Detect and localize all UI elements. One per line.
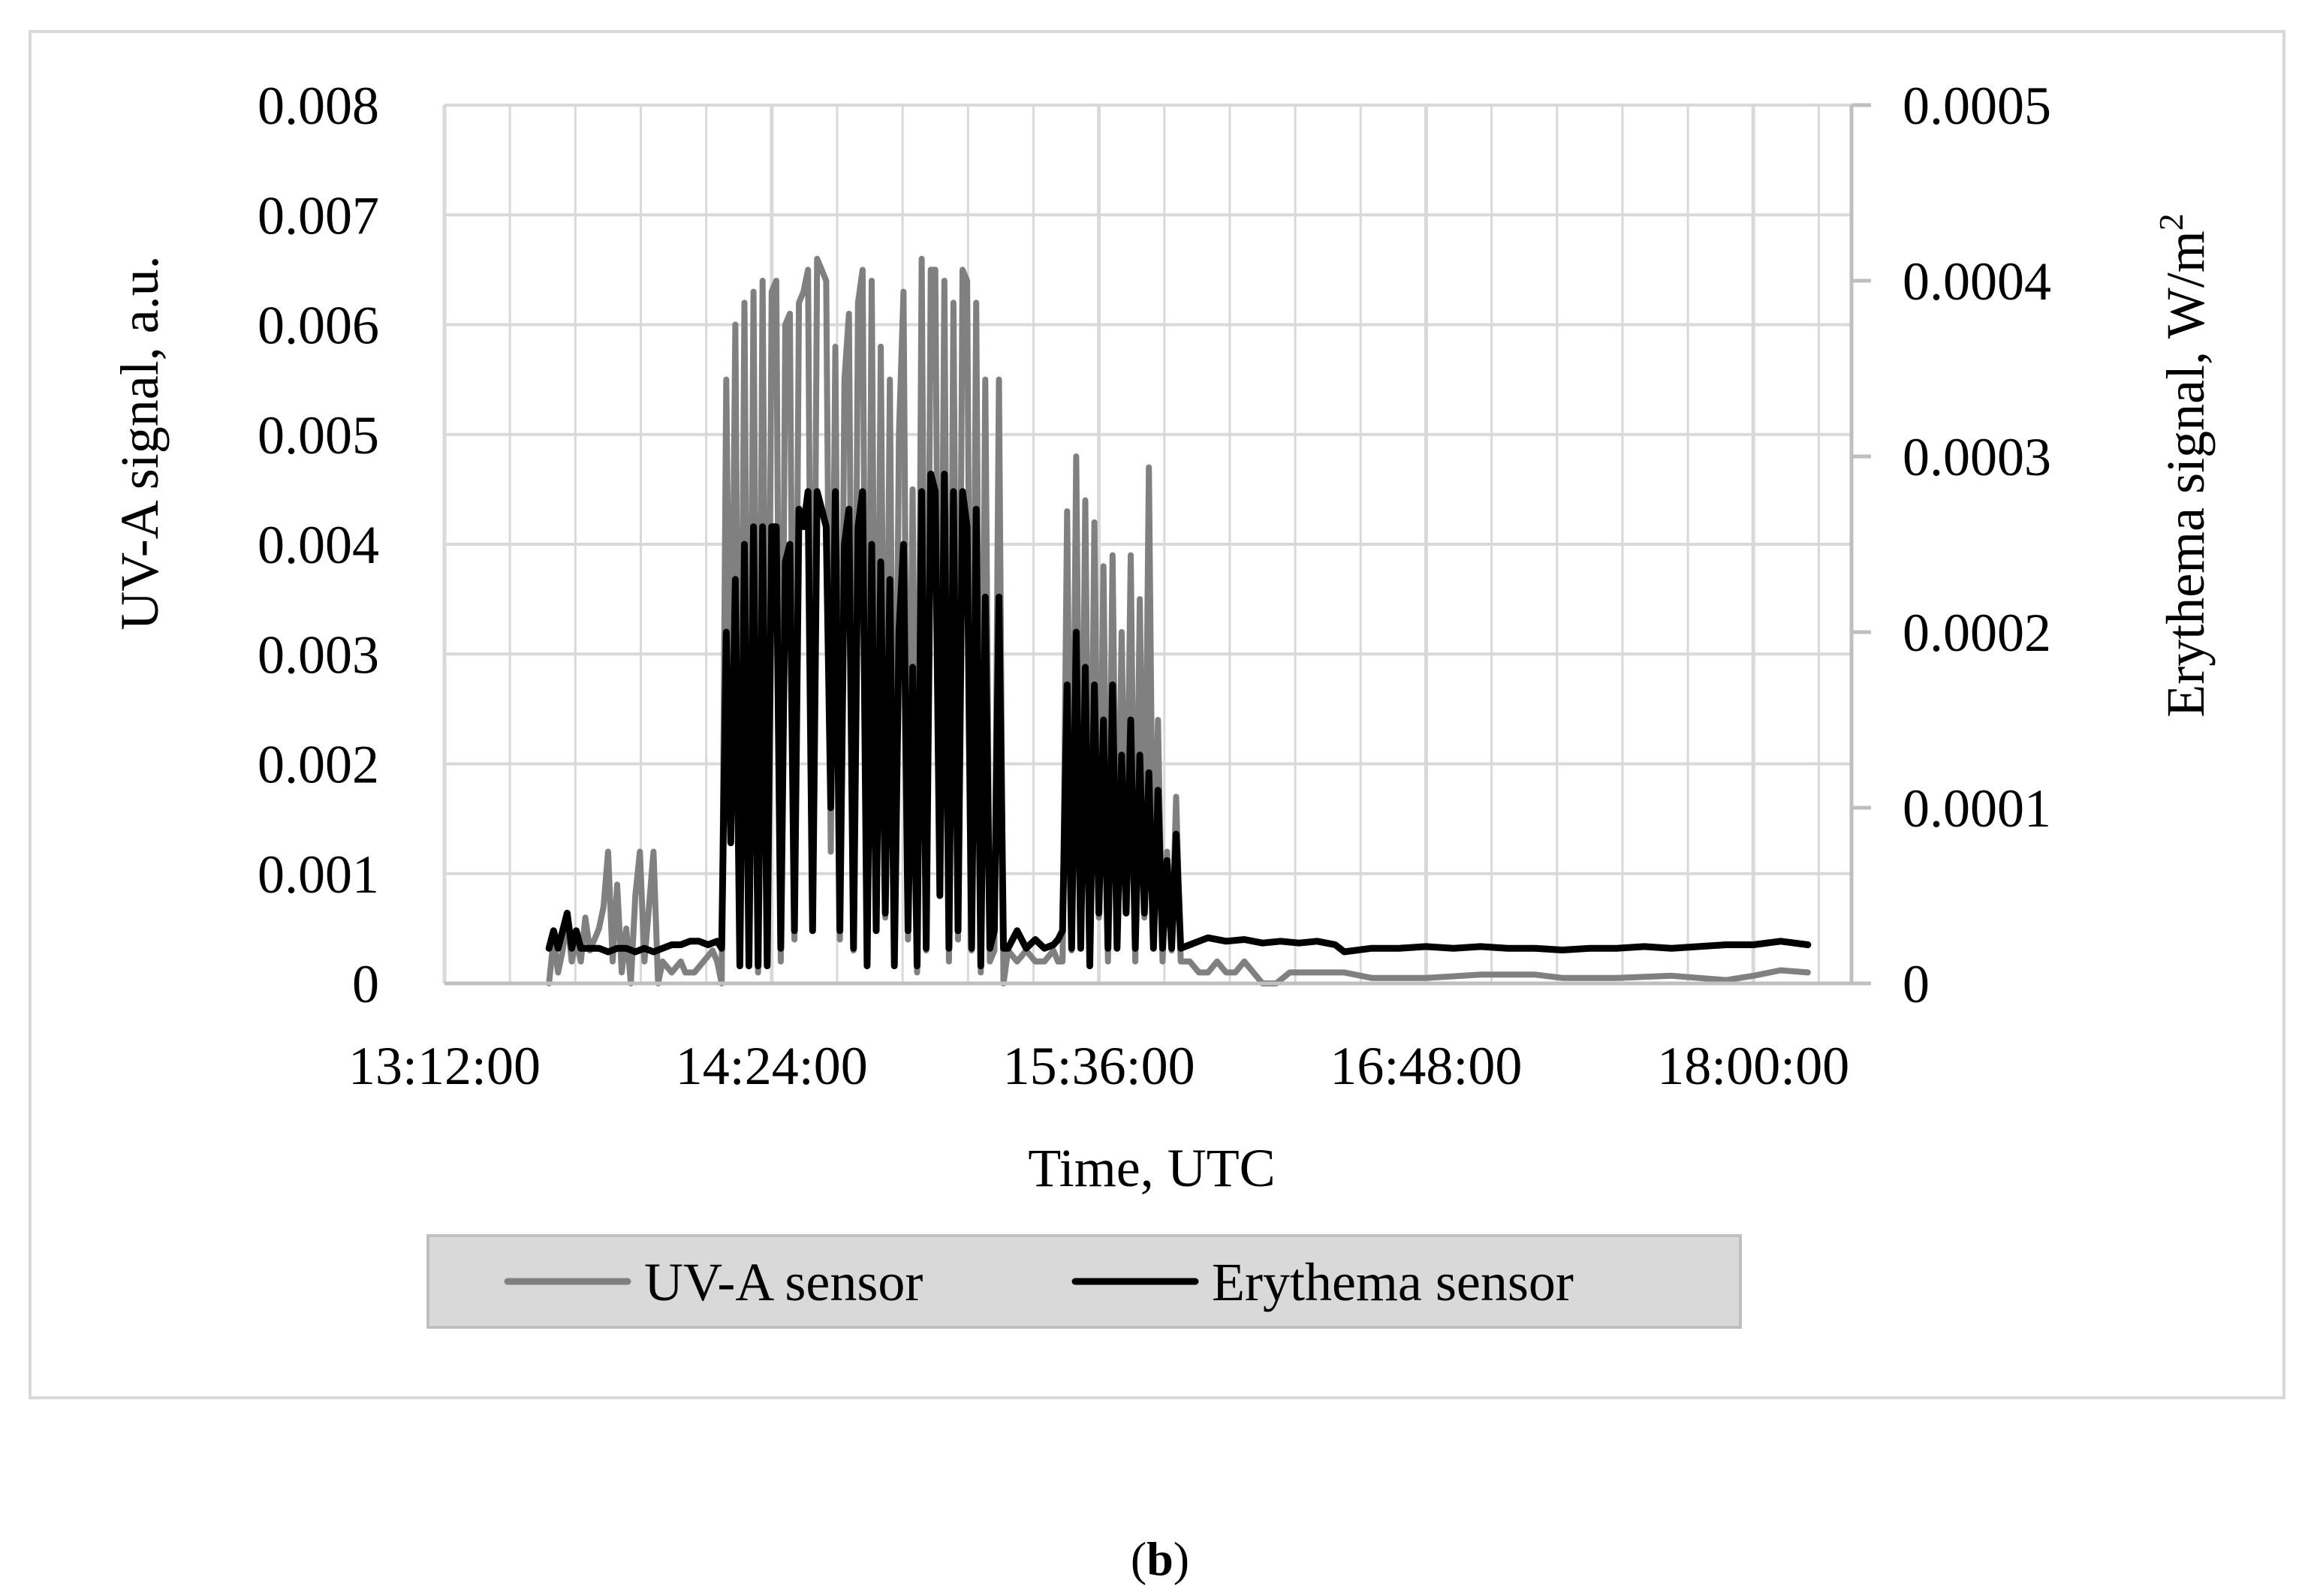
y-axis-right-tick-label: 0.0002 <box>1903 603 2051 663</box>
x-axis-ticks: 13:12:00 14:24:00 15:36:00 16:48:00 18:00:00 <box>348 1036 1849 1096</box>
y-axis-left-tick-label: 0.002 <box>258 735 379 795</box>
y-axis-right-tick-label: 0.0003 <box>1903 427 2051 487</box>
y-axis-left-tick-label: 0.007 <box>258 185 379 245</box>
x-axis-tick-label: 16:48:00 <box>1330 1036 1522 1096</box>
legend: UV-A sensor Erythema sensor <box>426 1234 1742 1329</box>
y-axis-left-tick-label: 0.005 <box>258 405 379 465</box>
chart-frame <box>29 30 2285 1399</box>
y-axis-left-tick-label: 0.003 <box>258 625 379 685</box>
y-axis-left-tick-label: 0.008 <box>258 76 379 136</box>
x-axis-title: Time, UTC <box>1028 1138 1275 1198</box>
y-axis-left-title: UV-A signal, a.u. <box>110 255 170 630</box>
y-axis-left-tick-label: 0.001 <box>258 845 379 905</box>
x-axis-tick-label: 13:12:00 <box>348 1036 541 1096</box>
legend-label-uva: UV-A sensor <box>644 1252 923 1312</box>
y-axis-right-title: Erythema signal, W/m2 <box>2152 213 2216 718</box>
y-axis-right-tick-label: 0.0001 <box>1903 778 2051 839</box>
y-axis-left-tick-label: 0 <box>352 954 379 1014</box>
x-axis-tick-label: 18:00:00 <box>1657 1036 1849 1096</box>
y-axis-right-title-sup: 2 <box>2152 213 2190 230</box>
x-axis-tick-label: 14:24:00 <box>676 1036 868 1096</box>
series-line-erythema <box>545 470 1812 970</box>
caption-close: ) <box>1173 1532 1190 1585</box>
y-axis-right-ticks: 0 0.0001 0.0002 0.0003 0.0004 0.0005 <box>1903 76 2051 1014</box>
y-axis-right-tick-label: 0.0005 <box>1903 76 2051 136</box>
series-layer <box>545 255 1812 986</box>
y-axis-right-title-main: Erythema signal, W/m <box>2156 230 2216 718</box>
legend-label-erythema: Erythema sensor <box>1212 1252 1574 1312</box>
caption-letter: b <box>1146 1532 1174 1585</box>
y-axis-left-tick-label: 0.006 <box>258 296 379 356</box>
y-axis-left-tick-label: 0.004 <box>258 515 379 575</box>
x-axis-tick-label: 15:36:00 <box>1003 1036 1195 1096</box>
y-axis-right-tick-label: 0 <box>1903 954 1930 1014</box>
figure-caption: (b) <box>0 1531 2320 1587</box>
caption-open: ( <box>1130 1532 1147 1585</box>
y-axis-left-ticks: 0 0.001 0.002 0.003 0.004 0.005 0.006 0.007 0.00… <box>258 76 379 1014</box>
axes <box>442 103 1871 986</box>
y-axis-right-tick-label: 0.0004 <box>1903 251 2051 312</box>
